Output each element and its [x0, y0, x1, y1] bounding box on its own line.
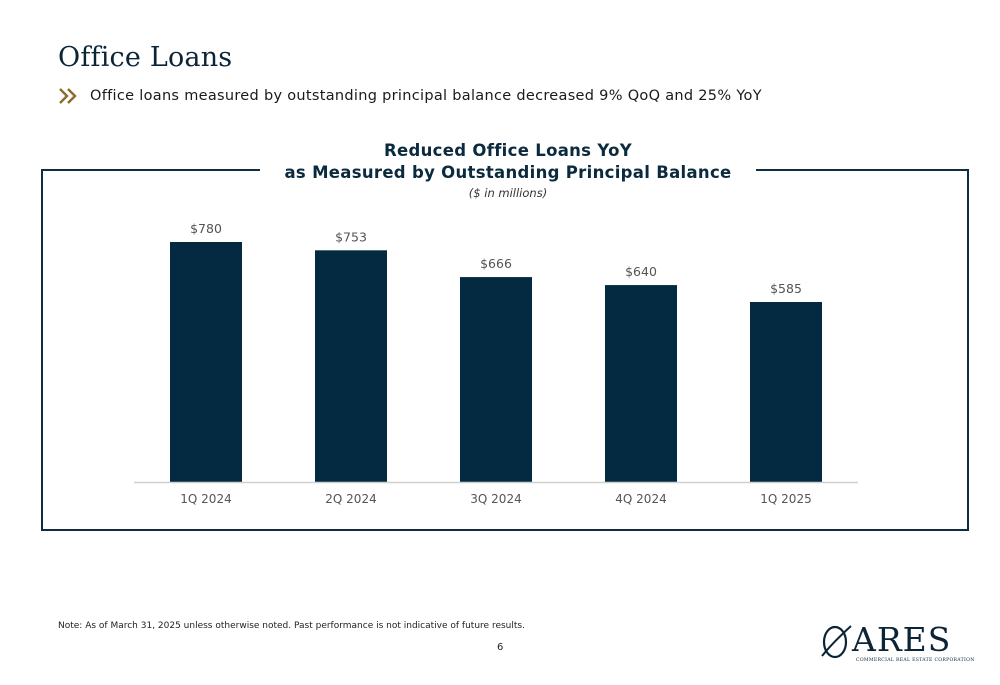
chart-header: Reduced Office Loans YoY as Measured by … [260, 140, 756, 200]
x-tick-label-4: 4Q 2024 [615, 492, 666, 506]
page-number: 6 [497, 642, 504, 653]
data-label-4: $640 [625, 264, 657, 279]
chart-subtitle: ($ in millions) [468, 186, 548, 200]
data-label-3: $666 [480, 256, 512, 271]
bullet-point: Office loans measured by outstanding pri… [58, 86, 762, 106]
data-label-1: $780 [190, 221, 222, 236]
data-label-5: $585 [770, 281, 802, 296]
logo-subtext: COMMERCIAL REAL ESTATE CORPORATION [856, 658, 975, 663]
chart-title-line-2: as Measured by Outstanding Principal Bal… [284, 163, 732, 182]
bar-4 [605, 285, 677, 482]
x-tick-label-2: 2Q 2024 [325, 492, 376, 506]
bar-5 [750, 302, 822, 482]
bar-3 [460, 277, 532, 482]
x-tick-label-5: 1Q 2025 [760, 492, 811, 506]
ares-logo: ARES COMMERCIAL REAL ESTATE CORPORATION [818, 620, 974, 668]
x-tick-label-3: 3Q 2024 [470, 492, 521, 506]
footnote: Note: As of March 31, 2025 unless otherw… [58, 621, 525, 631]
page-title: Office Loans [58, 42, 233, 73]
logo-text: ARES [852, 620, 952, 659]
bullet-text: Office loans measured by outstanding pri… [90, 88, 762, 104]
data-label-2: $753 [335, 229, 367, 244]
bar-2 [315, 250, 387, 482]
double-chevron-icon [59, 88, 77, 104]
x-tick-label-1: 1Q 2024 [180, 492, 231, 506]
logo-emblem-icon [821, 625, 852, 659]
chart-title-line-1: Reduced Office Loans YoY [384, 141, 632, 160]
bar-1 [170, 242, 242, 482]
